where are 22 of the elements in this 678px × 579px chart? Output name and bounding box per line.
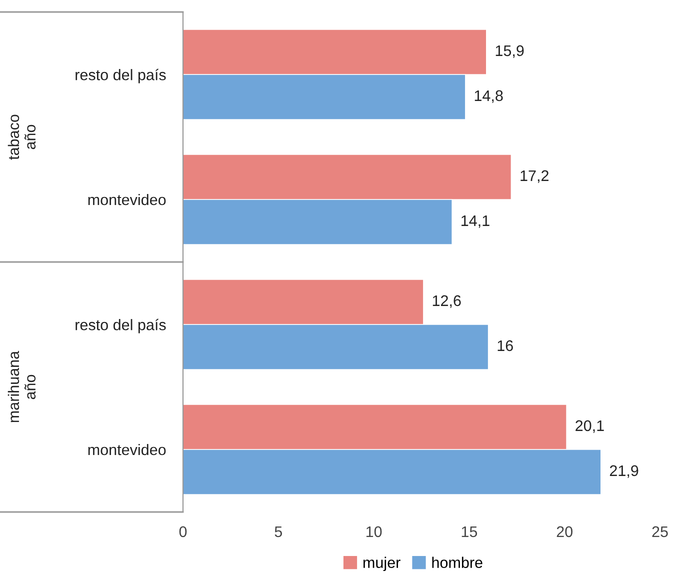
data-label: 16	[498, 340, 513, 352]
legend-label: hombre	[432, 556, 482, 568]
x-tick-label: 15	[462, 526, 478, 538]
data-label: 14,1	[462, 215, 490, 228]
data-label: 21,9	[610, 465, 638, 478]
x-tick-label: 20	[556, 526, 572, 538]
text: tabaco año	[8, 114, 36, 160]
x-tick-label: 25	[652, 526, 668, 538]
legend-label: mujer	[363, 556, 400, 572]
x-tick-label: 0	[179, 526, 187, 538]
x-tick-label: 10	[366, 526, 382, 538]
y-tick-label: resto del país	[76, 318, 166, 334]
data-label: 14,8	[474, 90, 503, 103]
y-tick-label: resto del país	[76, 68, 166, 84]
data-label: 20,1	[576, 420, 604, 433]
y-tick-label: montevideo	[88, 444, 166, 456]
data-label: 12,6	[432, 295, 461, 308]
text: marihuana año	[8, 350, 36, 422]
x-tick-label: 5	[274, 526, 282, 538]
data-label: 15,9	[496, 45, 524, 58]
y-tick-label: montevideo	[88, 194, 166, 206]
data-label: 17,2	[520, 170, 548, 183]
